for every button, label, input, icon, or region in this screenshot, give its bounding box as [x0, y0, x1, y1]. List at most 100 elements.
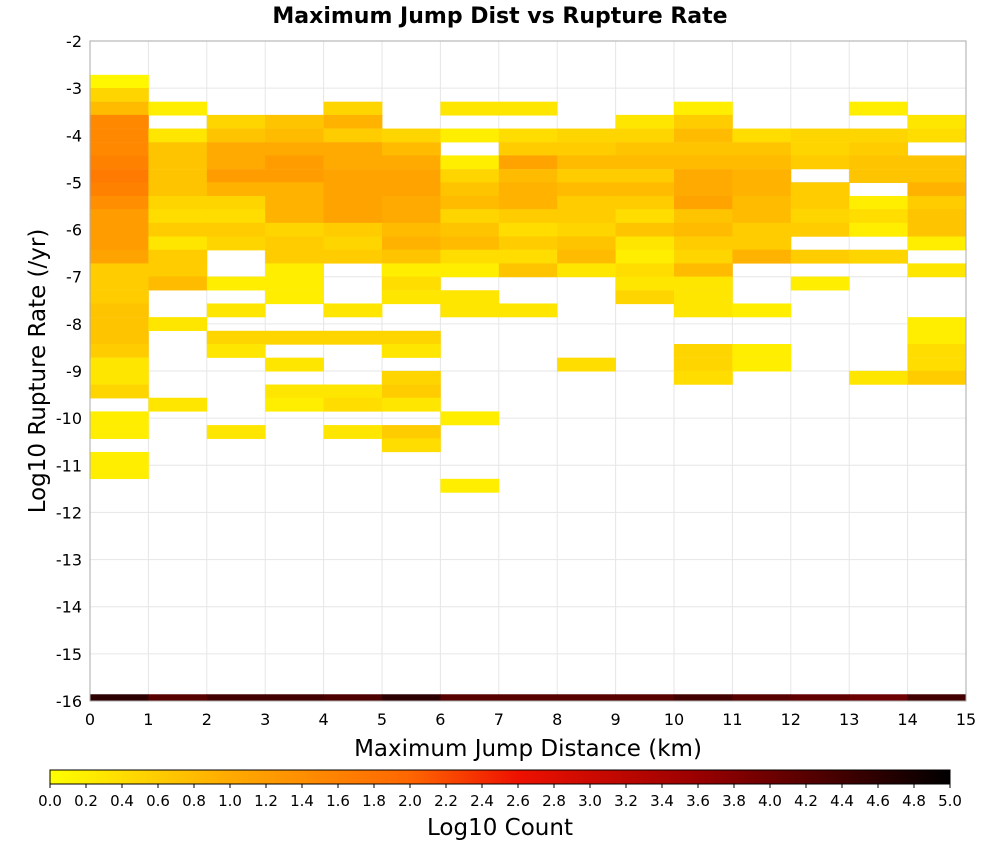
y-tick-label: -2 — [66, 32, 82, 51]
heatmap-cell — [849, 155, 908, 170]
heatmap-cell — [440, 195, 500, 210]
heatmap-cell — [790, 276, 850, 291]
heatmap-cell — [323, 101, 383, 116]
heatmap-cell — [90, 263, 149, 278]
heatmap-cell — [90, 343, 149, 358]
colorbar-tick-label: 1.0 — [218, 792, 242, 810]
heatmap-cell — [732, 236, 792, 251]
x-tick-label: 5 — [377, 710, 387, 729]
heatmap-cell — [148, 209, 208, 224]
heatmap-cell — [498, 195, 558, 210]
heatmap-cell — [498, 209, 558, 224]
heatmap-cell — [849, 195, 908, 210]
heatmap-cell — [849, 128, 908, 143]
heatmap-cell — [148, 249, 208, 264]
heatmap-cell — [732, 142, 792, 157]
heatmap-cell — [382, 263, 441, 278]
heatmap-cell — [90, 222, 149, 237]
heatmap-cell — [557, 195, 616, 210]
heatmap-cell — [557, 236, 616, 251]
heatmap-cell — [440, 694, 500, 702]
x-axis-label: Maximum Jump Distance (km) — [354, 736, 702, 762]
y-tick-label: -13 — [56, 551, 82, 570]
heatmap-cell — [498, 128, 558, 143]
colorbar-tick-label: 4.0 — [758, 792, 782, 810]
y-tick-label: -10 — [56, 409, 82, 428]
chart-title: Maximum Jump Dist vs Rupture Rate — [272, 4, 727, 29]
heatmap-cell — [206, 222, 266, 237]
heatmap-cell — [90, 290, 149, 305]
heatmap-cell — [790, 142, 850, 157]
x-tick-label: 1 — [143, 710, 153, 729]
heatmap-cell — [206, 169, 266, 183]
heatmap-cell — [849, 222, 908, 237]
heatmap-cell — [615, 209, 675, 224]
heatmap-cell — [615, 222, 675, 237]
heatmap-cell — [674, 114, 733, 129]
colorbar-tick-label: 2.0 — [398, 792, 422, 810]
heatmap-cell — [90, 236, 149, 251]
heatmap-cell — [674, 209, 733, 224]
heatmap-cell — [265, 209, 324, 224]
heatmap-cell — [557, 249, 616, 264]
heatmap-cell — [148, 222, 208, 237]
heatmap-cell — [557, 142, 616, 157]
heatmap-cell — [674, 290, 733, 305]
heatmap-cell — [265, 290, 324, 305]
heatmap-cell — [323, 425, 383, 439]
heatmap-cell — [732, 195, 792, 210]
y-tick-label: -8 — [66, 315, 82, 334]
heatmap-cell — [265, 195, 324, 210]
heatmap-cell — [90, 370, 149, 385]
heatmap-cells — [90, 74, 967, 702]
heatmap-cell — [907, 370, 967, 385]
heatmap-cell — [849, 169, 908, 183]
heatmap-cell — [615, 276, 675, 291]
heatmap-cell — [323, 155, 383, 170]
heatmap-cell — [265, 276, 324, 291]
heatmap-cell — [90, 249, 149, 264]
heatmap-cell — [498, 222, 558, 237]
x-tick-label: 11 — [722, 710, 742, 729]
x-tick-label: 3 — [260, 710, 270, 729]
heatmap-cell — [323, 209, 383, 224]
heatmap-cell — [907, 357, 967, 372]
heatmap-cell — [615, 128, 675, 143]
heatmap-cell — [382, 249, 441, 264]
heatmap-cell — [90, 465, 149, 480]
heatmap-cell — [440, 222, 500, 237]
heatmap-cell — [323, 397, 383, 412]
colorbar-tick-label: 1.8 — [362, 792, 386, 810]
heatmap-cell — [615, 694, 675, 702]
heatmap-cell — [90, 155, 149, 170]
heatmap-cell — [323, 195, 383, 210]
heatmap-cell — [498, 303, 558, 318]
y-tick-label: -3 — [66, 79, 82, 98]
heatmap-cell — [849, 370, 908, 385]
heatmap-cell — [206, 330, 266, 345]
heatmap-cell — [382, 343, 441, 358]
heatmap-cell — [498, 101, 558, 116]
x-tick-label: 10 — [664, 710, 684, 729]
heatmap-cell — [206, 195, 266, 210]
colorbar-tick-label: 3.4 — [650, 792, 674, 810]
heatmap-cell — [206, 236, 266, 251]
heatmap-cell — [674, 357, 733, 372]
heatmap-cell — [790, 249, 850, 264]
heatmap-cell — [382, 155, 441, 170]
heatmap-cell — [148, 128, 208, 143]
heatmap-cell — [440, 182, 500, 197]
heatmap-cell — [790, 209, 850, 224]
heatmap-cell — [206, 128, 266, 143]
heatmap-cell — [907, 343, 967, 358]
colorbar-tick-label: 1.4 — [290, 792, 314, 810]
heatmap-cell — [557, 694, 616, 702]
colorbar-tick-label: 5.0 — [938, 792, 962, 810]
heatmap-cell — [90, 330, 149, 345]
heatmap-cell — [206, 182, 266, 197]
heatmap-cell — [732, 155, 792, 170]
heatmap-cell — [674, 303, 733, 318]
colorbar-tick-label: 3.2 — [614, 792, 638, 810]
heatmap-cell — [674, 169, 733, 183]
